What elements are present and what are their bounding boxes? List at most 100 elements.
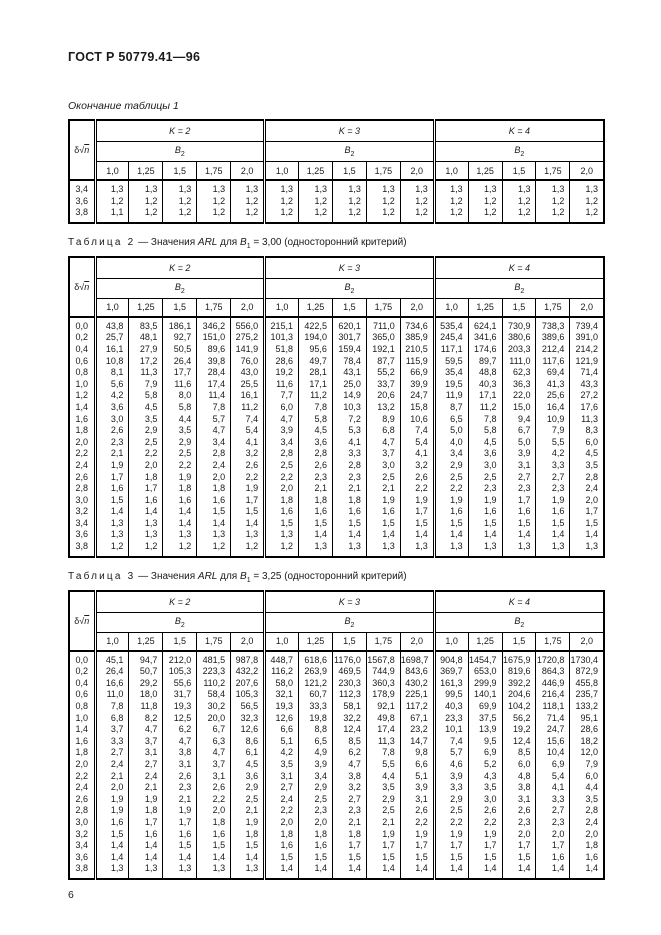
k-group-header: K = 4 — [432, 120, 604, 142]
value-cell: 11,3 — [365, 735, 401, 748]
value-cell: 1,3 — [331, 180, 367, 196]
b2-subheader: B2 — [263, 278, 435, 299]
value-cell: 39,9 — [399, 378, 435, 391]
value-cell: 118,1 — [535, 701, 570, 713]
value-cell: 2,9 — [230, 782, 265, 794]
value-cell: 1,5 — [196, 840, 231, 852]
value-cell: 744,9 — [365, 666, 401, 678]
value-cell: 25,6 — [535, 390, 570, 402]
value-cell: 3,7 — [93, 724, 129, 736]
value-cell: 3,3 — [535, 459, 570, 472]
value-cell: 4,7 — [196, 425, 231, 437]
value-cell: 17,1 — [298, 378, 333, 391]
value-cell: 94,7 — [128, 650, 163, 667]
row-label: 2,6 — [75, 793, 88, 804]
value-cell: 2,0 — [535, 828, 570, 841]
value-cell: 5,7 — [432, 747, 469, 759]
column-header: 1,5 — [501, 161, 536, 181]
table-row: 0,2 26,4 50,7 105,3 223,3 432,2 116,2 263,9 469,… — [69, 666, 604, 678]
value-cell: 4,5 — [128, 401, 163, 414]
value-cell: 5,8 — [162, 401, 197, 414]
value-cell: 1,3 — [93, 180, 129, 196]
value-cell: 2,1 — [93, 770, 129, 783]
value-cell: 1,7 — [467, 840, 503, 852]
value-cell: 121,9 — [569, 355, 604, 368]
value-cell: 1,6 — [196, 494, 231, 507]
value-cell: 19,3 — [263, 701, 299, 713]
value-cell: 2,7 — [535, 805, 570, 817]
value-cell: 3,4 — [298, 770, 333, 783]
column-header: 1,5 — [331, 632, 367, 652]
value-cell: 1,4 — [467, 863, 503, 879]
value-cell: 67,1 — [399, 712, 435, 725]
value-cell: 1,3 — [93, 863, 129, 879]
value-cell: 1,5 — [298, 517, 333, 530]
value-cell: 1,4 — [230, 851, 265, 864]
value-cell: 1,3 — [162, 180, 197, 196]
value-cell: 1,7 — [399, 506, 435, 518]
value-cell: 24,7 — [535, 724, 570, 736]
value-cell: 25,5 — [230, 378, 265, 391]
b2-subscript: 2 — [350, 287, 355, 295]
column-header: 1,5 — [162, 298, 197, 318]
value-cell: 4,1 — [399, 448, 435, 460]
value-cell: 843,6 — [399, 666, 435, 678]
column-header: 1,75 — [535, 298, 570, 318]
value-cell: 7,7 — [263, 390, 299, 402]
value-cell: 2,0 — [93, 782, 129, 794]
value-cell: 1,1 — [93, 207, 129, 223]
value-cell: 1,5 — [93, 494, 129, 507]
column-header: 1,25 — [467, 298, 503, 318]
value-cell: 4,1 — [230, 436, 265, 449]
value-cell: 1675,9 — [501, 650, 536, 667]
caption-segment: Таблица 3 — [68, 570, 136, 582]
column-header: 2,0 — [230, 298, 265, 318]
value-cell: 207,6 — [230, 677, 265, 690]
table-row: 2,4 1,9 2,0 2,2 2,4 2,6 2,5 2,6 2,8 3,0 3,2 2,9 3,0 3… — [69, 459, 604, 472]
value-cell: 1,4 — [399, 529, 435, 542]
value-cell: 1,2 — [196, 207, 231, 223]
value-cell: 1,3 — [432, 541, 469, 557]
value-cell: 1,9 — [93, 793, 129, 806]
value-cell: 11,4 — [196, 390, 231, 402]
value-cell: 2,3 — [501, 816, 536, 829]
row-label: 3,6 — [75, 529, 88, 540]
value-cell: 1,3 — [365, 541, 401, 557]
value-cell: 3,9 — [263, 425, 299, 437]
value-cell: 11,2 — [467, 401, 503, 414]
table-row: 3,4 1,3 1,3 1,3 1,3 1,3 1,3 1,3 1,3 1,3 1,3 1,3 1,3 1… — [69, 180, 604, 196]
value-cell: 7,8 — [365, 747, 401, 759]
value-cell: 151,0 — [196, 332, 231, 344]
value-cell: 101,3 — [263, 332, 299, 344]
value-cell: 1,8 — [230, 828, 265, 841]
value-cell: 1,5 — [467, 517, 503, 530]
k-group-header: K = 2 — [93, 120, 265, 142]
value-cell: 3,3 — [432, 782, 469, 794]
value-cell: 2,1 — [331, 483, 367, 495]
column-header: 1,25 — [298, 632, 333, 652]
table-row: 3,4 1,4 1,4 1,5 1,5 1,5 1,6 1,6 1,7 1,7 1,7 1,7 1,7 1… — [69, 840, 604, 852]
row-label: 3,8 — [75, 541, 88, 552]
value-cell: 2,4 — [93, 759, 129, 771]
value-cell: 455,8 — [569, 677, 604, 690]
value-cell: 2,5 — [365, 471, 401, 484]
value-cell: 1,2 — [162, 207, 197, 223]
value-cell: 1,2 — [298, 195, 333, 208]
value-cell: 1,8 — [263, 494, 299, 507]
value-cell: 2,6 — [399, 471, 435, 484]
radical-symbol: √ — [79, 615, 85, 626]
value-cell: 2,5 — [432, 805, 469, 817]
value-cell: 1,4 — [569, 529, 604, 542]
value-cell: 1,4 — [535, 529, 570, 542]
b2-subheader: B2 — [432, 612, 604, 633]
row-label: 3,0 — [75, 494, 88, 505]
value-cell: 161,3 — [432, 677, 469, 690]
value-cell: 59,5 — [432, 355, 469, 368]
column-header: 1,5 — [501, 632, 536, 652]
value-cell: 1,3 — [432, 180, 469, 196]
value-cell: 2,0 — [196, 471, 231, 484]
table-row: 0,4 16,1 27,9 50,5 89,6 141,9 51,8 95,6 159,4 192… — [69, 343, 604, 356]
column-header: 1,0 — [432, 161, 469, 181]
value-cell: 2,6 — [230, 459, 265, 472]
value-cell: 4,5 — [467, 436, 503, 449]
